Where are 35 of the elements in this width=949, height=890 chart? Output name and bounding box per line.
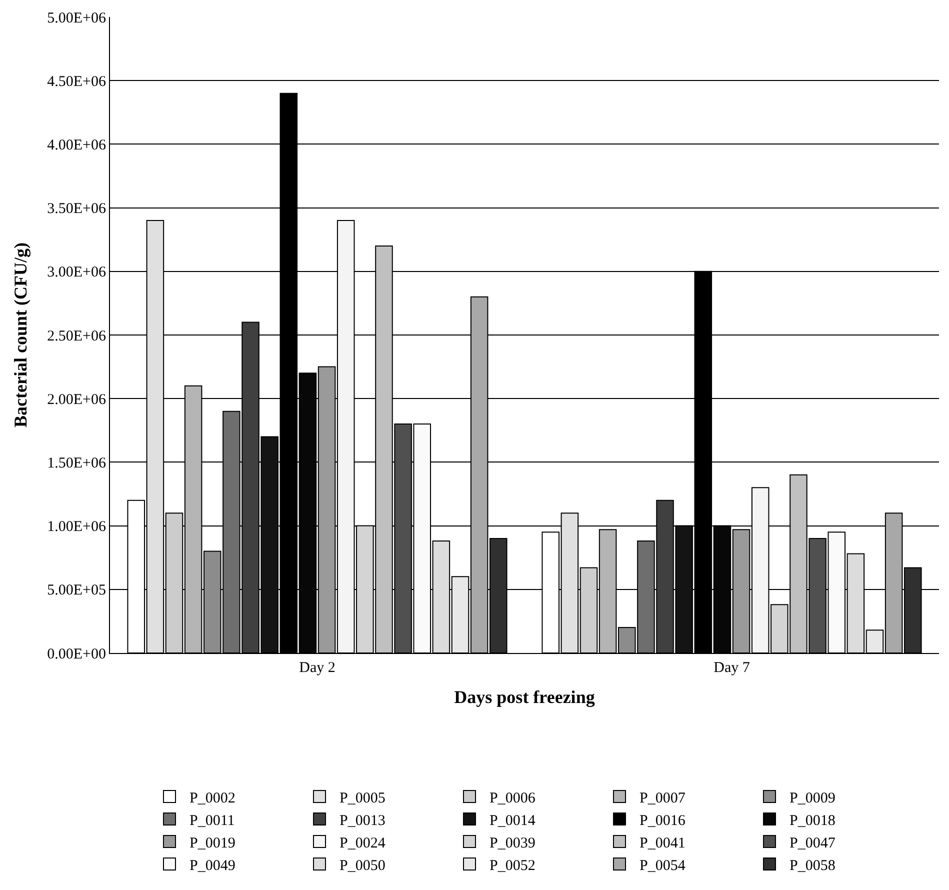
y-tick-label: 1.00E+06	[47, 519, 106, 536]
x-tick-label: Day 7	[714, 660, 750, 676]
legend-label: P_0058	[790, 858, 836, 874]
legend-label: P_0047	[790, 835, 836, 852]
legend-label: P_0014	[490, 812, 536, 829]
legend-label: P_0050	[340, 858, 386, 874]
legend-label: P_0016	[640, 812, 686, 829]
legend-label: P_0005	[340, 790, 386, 806]
legend-label: P_0052	[490, 858, 536, 874]
legend-label: P_0009	[790, 790, 836, 806]
legend-label: P_0019	[190, 835, 236, 852]
legend-label: P_0049	[190, 858, 236, 874]
legend-label: P_0041	[640, 835, 686, 852]
y-tick-label: 2.00E+06	[47, 392, 106, 408]
y-tick-label: 1.50E+06	[47, 455, 106, 472]
y-axis-title: Bacterial count (CFU/g)	[10, 242, 30, 428]
legend-label: P_0039	[490, 835, 536, 852]
legend-label: P_0011	[190, 812, 235, 829]
legend-label: P_0006	[490, 790, 536, 806]
y-tick-label: 3.00E+06	[47, 264, 106, 281]
y-tick-label: 5.00E+05	[47, 582, 106, 599]
legend-label: P_0054	[640, 858, 686, 874]
legend-label: P_0018	[790, 812, 836, 829]
y-tick-label: 4.00E+06	[47, 137, 106, 154]
y-tick-label: 4.50E+06	[47, 74, 106, 90]
x-tick-label: Day 2	[299, 660, 336, 676]
legend-label: P_0024	[340, 835, 386, 852]
legend-label: P_0007	[640, 790, 686, 806]
legend-label: P_0013	[340, 812, 386, 829]
y-tick-label: 3.50E+06	[47, 201, 106, 218]
x-axis-title: Days post freezing	[454, 687, 595, 708]
legend-label: P_0002	[190, 790, 236, 806]
y-tick-label: 2.50E+06	[47, 328, 106, 344]
y-tick-label: 0.00E+00	[47, 646, 106, 662]
y-tick-label: 5.00E+06	[47, 10, 106, 26]
